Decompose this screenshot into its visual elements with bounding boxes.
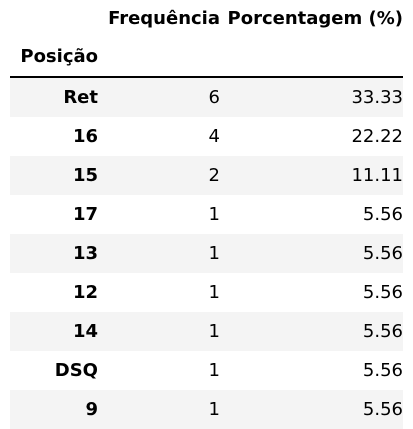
row-label: Ret: [63, 87, 98, 108]
frequency-cell: 6: [208, 87, 220, 108]
frequency-table: Frequência Porcentagem (%) Posição Ret 6…: [10, 0, 403, 429]
row-label: 17: [72, 204, 98, 225]
index-header-row: Posição: [10, 38, 403, 78]
frequency-cell: 4: [208, 126, 220, 147]
table-row: 14 1 5.56: [10, 312, 403, 351]
table-row: 15 2 11.11: [10, 156, 403, 195]
frequency-cell: 1: [208, 360, 220, 381]
frequency-cell: 2: [208, 165, 220, 186]
frequency-cell: 1: [208, 243, 220, 264]
table-row: 9 1 5.56: [10, 390, 403, 429]
row-label: 15: [72, 165, 98, 186]
percentage-cell: 11.11: [351, 165, 403, 186]
column-header-frequency: Frequência: [108, 8, 220, 29]
row-label: DSQ: [54, 360, 98, 381]
percentage-cell: 22.22: [351, 126, 403, 147]
row-label: 9: [85, 399, 98, 420]
percentage-cell: 5.56: [362, 321, 403, 342]
column-header-percentage: Porcentagem (%): [227, 8, 403, 29]
table-row: DSQ 1 5.56: [10, 351, 403, 390]
table-row: 12 1 5.56: [10, 273, 403, 312]
percentage-cell: 33.33: [351, 87, 403, 108]
percentage-cell: 5.56: [362, 204, 403, 225]
table-row: 16 4 22.22: [10, 117, 403, 156]
table-row: Ret 6 33.33: [10, 78, 403, 117]
percentage-cell: 5.56: [362, 243, 403, 264]
row-label: 13: [72, 243, 98, 264]
index-header-position: Posição: [20, 46, 98, 67]
percentage-cell: 5.56: [362, 360, 403, 381]
percentage-cell: 5.56: [362, 282, 403, 303]
row-label: 12: [72, 282, 98, 303]
frequency-cell: 1: [208, 282, 220, 303]
row-label: 14: [72, 321, 98, 342]
table-row: 13 1 5.56: [10, 234, 403, 273]
column-header-row: Frequência Porcentagem (%): [10, 0, 403, 38]
table-row: 17 1 5.56: [10, 195, 403, 234]
percentage-cell: 5.56: [362, 399, 403, 420]
frequency-cell: 1: [208, 204, 220, 225]
frequency-cell: 1: [208, 399, 220, 420]
row-label: 16: [72, 126, 98, 147]
frequency-cell: 1: [208, 321, 220, 342]
